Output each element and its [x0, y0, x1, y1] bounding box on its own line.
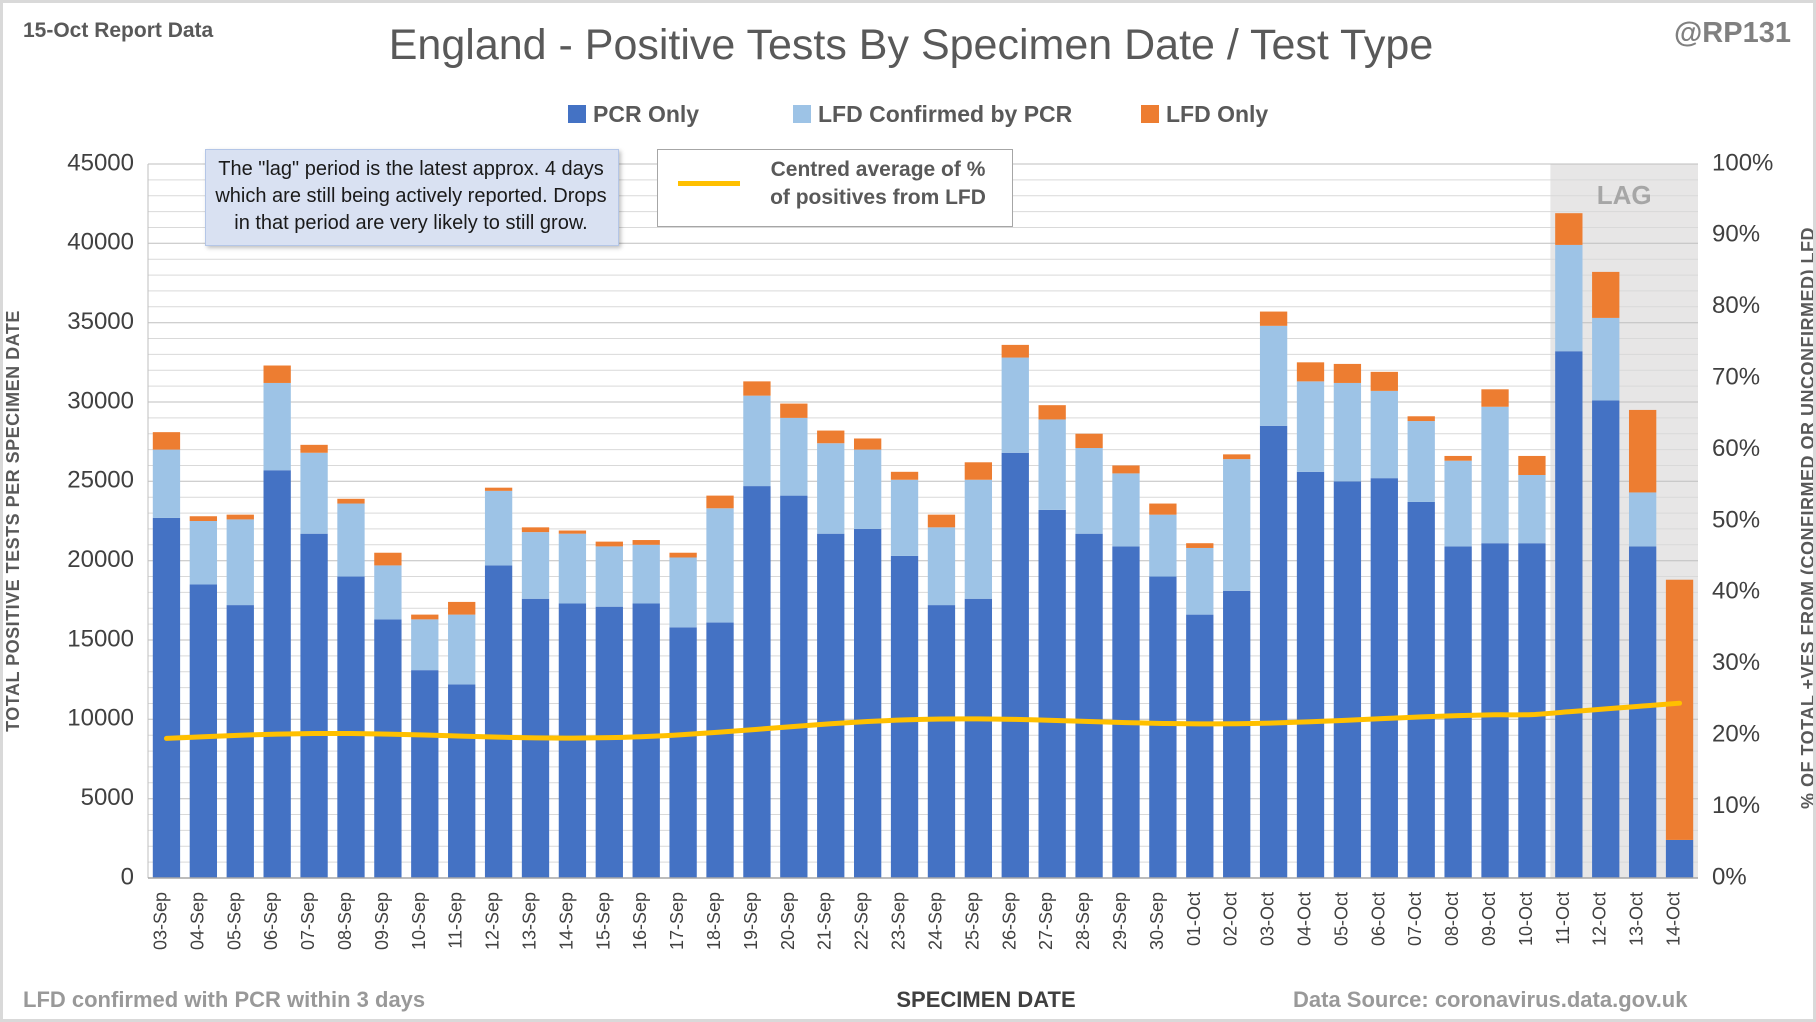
- svg-text:09-Oct: 09-Oct: [1479, 892, 1499, 946]
- svg-text:10-Sep: 10-Sep: [409, 892, 429, 950]
- svg-text:30000: 30000: [67, 387, 134, 414]
- svg-text:10000: 10000: [67, 705, 134, 732]
- svg-text:50%: 50%: [1712, 506, 1760, 533]
- svg-text:06-Sep: 06-Sep: [261, 892, 281, 950]
- svg-text:29-Sep: 29-Sep: [1110, 892, 1130, 950]
- svg-text:5000: 5000: [81, 784, 134, 811]
- svg-text:01-Oct: 01-Oct: [1184, 892, 1204, 946]
- svg-text:03-Oct: 03-Oct: [1258, 892, 1278, 946]
- svg-text:27-Sep: 27-Sep: [1036, 892, 1056, 950]
- svg-text:25-Sep: 25-Sep: [962, 892, 982, 950]
- svg-text:15000: 15000: [67, 625, 134, 652]
- svg-text:13-Oct: 13-Oct: [1627, 892, 1647, 946]
- svg-text:10-Oct: 10-Oct: [1516, 892, 1536, 946]
- svg-text:05-Sep: 05-Sep: [224, 892, 244, 950]
- svg-text:28-Sep: 28-Sep: [1073, 892, 1093, 950]
- svg-text:03-Sep: 03-Sep: [151, 892, 171, 950]
- svg-text:LAG: LAG: [1597, 180, 1652, 210]
- svg-text:80%: 80%: [1712, 292, 1760, 319]
- svg-text:18-Sep: 18-Sep: [704, 892, 724, 950]
- svg-text:20000: 20000: [67, 546, 134, 573]
- svg-text:15-Sep: 15-Sep: [593, 892, 613, 950]
- svg-text:08-Oct: 08-Oct: [1442, 892, 1462, 946]
- svg-text:40000: 40000: [67, 229, 134, 256]
- svg-text:24-Sep: 24-Sep: [926, 892, 946, 950]
- svg-text:07-Sep: 07-Sep: [298, 892, 318, 950]
- svg-text:30-Sep: 30-Sep: [1147, 892, 1167, 950]
- svg-text:08-Sep: 08-Sep: [335, 892, 355, 950]
- svg-text:12-Sep: 12-Sep: [483, 892, 503, 950]
- svg-text:13-Sep: 13-Sep: [520, 892, 540, 950]
- svg-text:30%: 30%: [1712, 649, 1760, 676]
- svg-text:70%: 70%: [1712, 364, 1760, 391]
- svg-text:11-Sep: 11-Sep: [446, 892, 466, 949]
- svg-text:100%: 100%: [1712, 149, 1773, 176]
- svg-text:19-Sep: 19-Sep: [741, 892, 761, 950]
- svg-text:14-Sep: 14-Sep: [556, 892, 576, 950]
- svg-text:16-Sep: 16-Sep: [630, 892, 650, 950]
- svg-text:35000: 35000: [67, 308, 134, 335]
- svg-text:07-Oct: 07-Oct: [1405, 892, 1425, 946]
- svg-text:40%: 40%: [1712, 578, 1760, 605]
- svg-text:20-Sep: 20-Sep: [778, 892, 798, 950]
- svg-text:04-Sep: 04-Sep: [187, 892, 207, 950]
- svg-text:22-Sep: 22-Sep: [852, 892, 872, 950]
- svg-text:90%: 90%: [1712, 221, 1760, 248]
- svg-text:20%: 20%: [1712, 721, 1760, 748]
- svg-text:10%: 10%: [1712, 792, 1760, 819]
- svg-text:23-Sep: 23-Sep: [889, 892, 909, 950]
- svg-text:02-Oct: 02-Oct: [1221, 892, 1241, 946]
- svg-text:25000: 25000: [67, 467, 134, 494]
- svg-text:45000: 45000: [67, 149, 134, 176]
- svg-text:14-Oct: 14-Oct: [1664, 892, 1684, 946]
- svg-text:0: 0: [121, 863, 134, 890]
- svg-text:04-Oct: 04-Oct: [1295, 892, 1315, 946]
- svg-text:60%: 60%: [1712, 435, 1760, 462]
- svg-text:26-Sep: 26-Sep: [999, 892, 1019, 950]
- svg-text:12-Oct: 12-Oct: [1590, 892, 1610, 946]
- svg-text:0%: 0%: [1712, 863, 1747, 890]
- svg-text:11-Oct: 11-Oct: [1553, 892, 1573, 945]
- svg-text:17-Sep: 17-Sep: [667, 892, 687, 950]
- svg-text:05-Oct: 05-Oct: [1331, 892, 1351, 946]
- svg-text:06-Oct: 06-Oct: [1368, 892, 1388, 946]
- svg-text:09-Sep: 09-Sep: [372, 892, 392, 950]
- svg-text:21-Sep: 21-Sep: [815, 892, 835, 950]
